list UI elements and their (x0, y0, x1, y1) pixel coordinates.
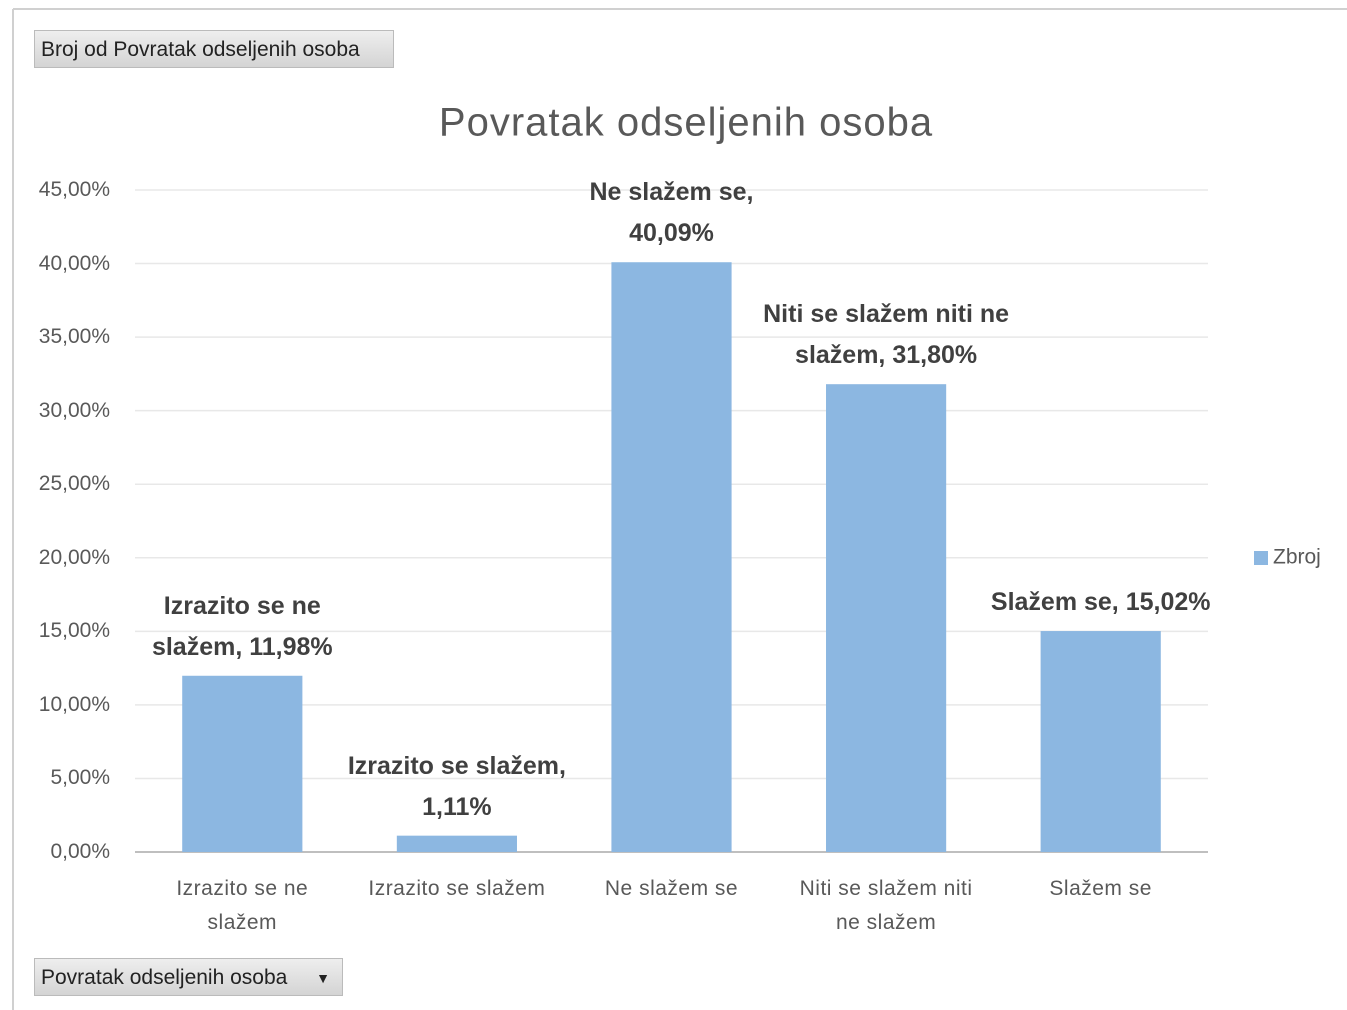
y-tick-label: 35,00% (38, 325, 110, 349)
data-label: Niti se slažem niti ne slažem, 31,80% (763, 300, 1010, 370)
pivot-value-button[interactable]: Broj od Povratak odseljenih osoba (34, 30, 394, 68)
legend-swatch (1254, 551, 1268, 565)
x-tick-label: Izrazito se slažem (368, 877, 546, 900)
data-label: Ne slažem se, 40,09% (589, 178, 754, 248)
y-tick-label: 10,00% (38, 692, 110, 716)
bar (1040, 631, 1161, 852)
dropdown-arrow[interactable]: ▼ (316, 970, 330, 986)
y-tick-label: 0,00% (50, 840, 110, 863)
y-tick-label: 5,00% (50, 766, 110, 790)
legend-label: Zbroj (1273, 546, 1321, 569)
data-label: Slažem se, 15,02% (990, 588, 1211, 617)
x-tick-label: Izrazito se ne slažem (176, 877, 309, 934)
pivot-axis-button[interactable]: Povratak odseljenih osoba ▼ (34, 958, 343, 996)
bar (611, 262, 732, 852)
data-label: Izrazito se slažem, 1,11% (347, 751, 566, 821)
y-tick-label: 20,00% (38, 545, 110, 569)
pivot-axis-label: Povratak odseljenih osoba (41, 966, 288, 989)
bar (826, 384, 947, 852)
x-tick-label: Slažem se (1049, 877, 1152, 900)
y-tick-label: 30,00% (38, 398, 110, 422)
y-tick-label: 40,00% (38, 251, 110, 275)
x-tick-label: Ne slažem se (604, 877, 739, 900)
y-tick-label: 25,00% (38, 472, 110, 496)
bar (396, 835, 517, 852)
y-tick-label: 15,00% (38, 619, 110, 643)
y-tick-label: 45,00% (38, 178, 110, 201)
x-tick-label: Niti se slažem niti ne slažem (799, 877, 973, 934)
chart-title: Povratak odseljenih osoba (439, 101, 933, 145)
bar (182, 675, 303, 852)
data-label: Izrazito se ne slažem, 11,98% (151, 591, 333, 661)
